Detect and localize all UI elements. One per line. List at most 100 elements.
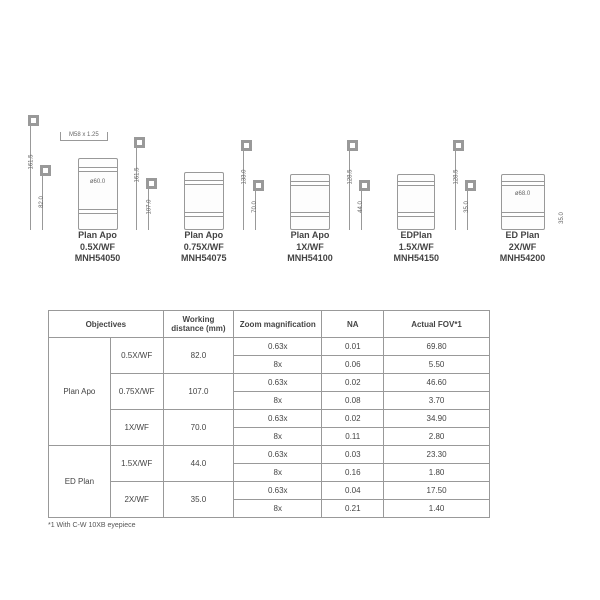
cell-fov: 34.90 [384,410,490,428]
dim-line [349,140,350,230]
cell-fov: 2.80 [384,428,490,446]
cell-zoom: 0.63x [234,374,322,392]
cell-fov: 1.40 [384,500,490,518]
spec-table-wrap: ObjectivesWorking distance (mm)Zoom magn… [48,310,490,529]
table-footnote: *1 With C-W 10XB eyepiece [48,522,490,529]
cell-na: 0.02 [322,410,384,428]
dim-total-height: 161.5 [135,167,141,182]
cell-fov: 69.80 [384,338,490,356]
dim-total-height: 128.5 [347,169,353,184]
dim-working-distance: 44.0 [358,202,364,214]
cell-zoom: 0.63x [234,338,322,356]
cell-zoom: 0.63x [234,482,322,500]
th: NA [322,311,384,338]
cell-na: 0.21 [322,500,384,518]
lens-body [184,172,224,230]
dim-total-height: 133.0 [241,169,247,184]
cell-mag: 0.75X/WF [110,374,163,410]
thread-label: M58 x 1.25 [60,132,108,141]
objective-mag: 1.5X/WF [369,242,464,254]
lens-body [290,174,330,230]
lens-body [397,174,435,230]
dim-diameter: ø68.0 [504,191,542,197]
table-row: ED Plan1.5X/WF44.00.63x0.0323.30 [49,446,490,464]
objective-mag: 2X/WF [475,242,570,254]
cell-zoom: 8x [234,500,322,518]
objective-label: Plan Apo1X/WFMNH54100 [263,230,358,265]
cell-wd: 44.0 [163,446,234,482]
cell-series: ED Plan [49,446,111,518]
cell-fov: 1.80 [384,464,490,482]
cell-mag: 0.5X/WF [110,338,163,374]
th: Working distance (mm) [163,311,234,338]
cell-mag: 2X/WF [110,482,163,518]
cell-wd: 107.0 [163,374,234,410]
lens-body: ø60.0 [78,158,118,230]
cell-fov: 17.50 [384,482,490,500]
th: Zoom magnification [234,311,322,338]
dim-working-distance: 35.0 [464,202,470,214]
dim-working-distance: 70.0 [251,202,257,214]
cell-zoom: 8x [234,428,322,446]
objective-code: MNH54100 [263,253,358,265]
objective-label: ED Plan2X/WFMNH54200 [475,230,570,265]
cell-zoom: 8x [234,356,322,374]
table-row: Plan Apo0.5X/WF82.00.63x0.0169.80 [49,338,490,356]
cell-zoom: 0.63x [234,446,322,464]
objective-series: Plan Apo [156,230,251,242]
table-row: 0.75X/WF107.00.63x0.0246.60 [49,374,490,392]
cell-na: 0.11 [322,428,384,446]
cell-na: 0.01 [322,338,384,356]
cell-wd: 82.0 [163,338,234,374]
dim-line [30,115,31,230]
cell-fov: 3.70 [384,392,490,410]
objective-diagram: 128.535.0ø68.035.0 [475,174,570,230]
dim-line [455,140,456,230]
cell-wd: 35.0 [163,482,234,518]
objective-code: MNH54200 [475,253,570,265]
objective-mag: 0.75X/WF [156,242,251,254]
cell-na: 0.03 [322,446,384,464]
cell-fov: 5.50 [384,356,490,374]
objective-code: MNH54050 [50,253,145,265]
cell-fov: 46.60 [384,374,490,392]
lens-body: ø68.035.0 [501,174,545,230]
objective-series: Plan Apo [263,230,358,242]
dim-total-height: 128.5 [454,169,460,184]
dim-working-distance: 82.0 [39,196,45,208]
th-objectives: Objectives [49,311,164,338]
cell-series: Plan Apo [49,338,111,446]
cell-wd: 70.0 [163,410,234,446]
dim-diameter: ø60.0 [81,179,115,185]
objective-label: EDPlan1.5X/WFMNH54150 [369,230,464,265]
dim-total-height: 161.5 [29,155,35,170]
dim-line [136,137,137,230]
objective-diagram: 133.070.0 [263,174,358,230]
objective-mag: 0.5X/WF [50,242,145,254]
cell-zoom: 8x [234,392,322,410]
cell-fov: 23.30 [384,446,490,464]
objective-diagram: 128.544.0 [369,174,464,230]
objective-series: EDPlan [369,230,464,242]
objective-mag: 1X/WF [263,242,358,254]
table-row: 1X/WF70.00.63x0.0234.90 [49,410,490,428]
cell-na: 0.06 [322,356,384,374]
table-row: 2X/WF35.00.63x0.0417.50 [49,482,490,500]
dim-working-distance-right: 35.0 [558,212,564,224]
objective-diagram: 161.5107.0 [156,172,251,230]
objective-diagram: 161.582.0M58 x 1.25ø60.0 [50,158,145,230]
cell-zoom: 0.63x [234,410,322,428]
cell-na: 0.08 [322,392,384,410]
labels-row: Plan Apo0.5X/WFMNH54050Plan Apo0.75X/WFM… [50,230,570,265]
dim-working-distance: 107.0 [147,199,153,214]
objective-label: Plan Apo0.5X/WFMNH54050 [50,230,145,265]
diagram-area: 161.582.0M58 x 1.25ø60.0161.5107.0133.07… [50,60,570,230]
cell-na: 0.02 [322,374,384,392]
objective-series: Plan Apo [50,230,145,242]
cell-zoom: 8x [234,464,322,482]
dim-line [243,140,244,230]
objective-code: MNH54075 [156,253,251,265]
spec-table: ObjectivesWorking distance (mm)Zoom magn… [48,310,490,518]
cell-na: 0.16 [322,464,384,482]
cell-mag: 1X/WF [110,410,163,446]
